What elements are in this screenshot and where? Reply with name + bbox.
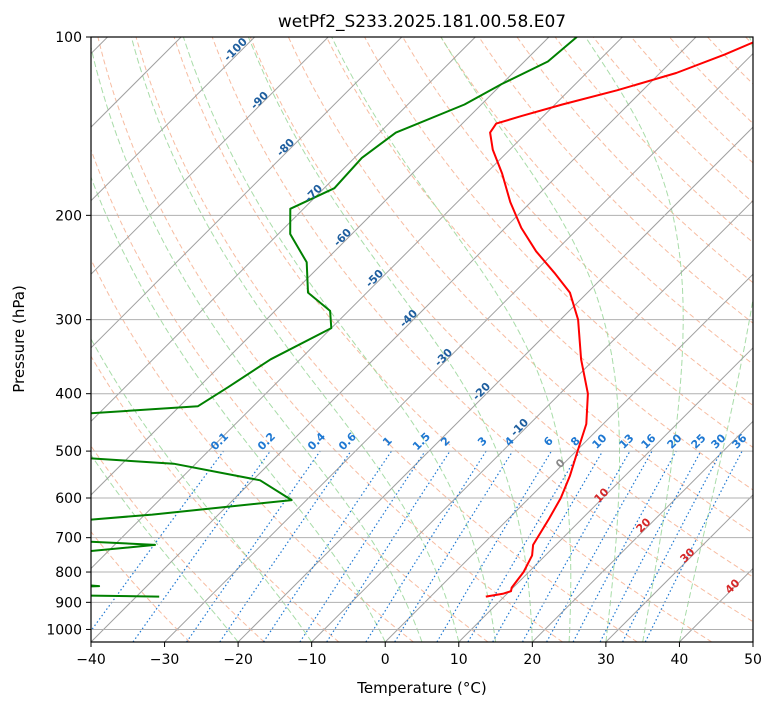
- plot-background: [91, 37, 753, 642]
- mixing-ratio-line: [326, 450, 451, 642]
- isotherm-line: [237, 126, 753, 642]
- isotherm-line: [91, 37, 697, 642]
- moist-adiabat: [91, 454, 239, 642]
- moist-adiabat: [91, 45, 423, 642]
- x-axis-title: Temperature (°C): [356, 679, 486, 697]
- dry-adiabat: [402, 37, 753, 407]
- mixing-ratio-line: [365, 450, 487, 642]
- mixing-ratio-line: [492, 450, 604, 642]
- pressure-grid: [91, 37, 753, 630]
- x-tick-label: 50: [744, 652, 762, 668]
- isotherm-line: [91, 37, 550, 496]
- isotherm-line: [164, 52, 753, 642]
- dry-adiabat: [173, 37, 713, 642]
- mixing-ratio-line: [436, 450, 553, 642]
- x-tick-label: 30: [597, 652, 615, 668]
- y-axis-title: Pressure (hPa): [10, 285, 28, 393]
- y-tick-label: 100: [55, 30, 82, 46]
- dry-adiabat: [91, 355, 340, 642]
- moist-adiabat: [678, 37, 753, 642]
- x-tick-label: 20: [523, 652, 541, 668]
- dry-adiabat: [592, 37, 753, 204]
- y-tick-label: 1000: [46, 622, 82, 638]
- isotherm-line: [311, 199, 753, 642]
- y-tick-label: 400: [55, 387, 82, 403]
- mixing-ratio-line: [186, 450, 321, 642]
- x-tick-label: 10: [450, 652, 468, 668]
- mixing-ratio-line: [521, 450, 631, 642]
- isotherm-line: [91, 37, 329, 275]
- plot-frame: [90, 36, 754, 643]
- x-tick-label: 40: [671, 652, 689, 668]
- dry-adiabat: [326, 37, 753, 491]
- isotherm-line: [458, 347, 753, 642]
- moist-adiabat: [130, 37, 460, 642]
- sounding-series: [91, 37, 753, 598]
- y-tick-label: 800: [55, 565, 82, 581]
- moist-adiabat: [182, 37, 497, 642]
- isotherm-line: [752, 641, 753, 642]
- isotherm-line: [91, 37, 476, 423]
- dry-adiabat: [135, 37, 638, 642]
- y-tick-label: 900: [55, 595, 82, 611]
- isotherm-line: [384, 273, 753, 642]
- y-tick-label: 700: [55, 531, 82, 547]
- moist-adiabat: [440, 37, 620, 642]
- dry-adiabat: [249, 37, 753, 578]
- x-tick-label: −30: [150, 652, 180, 668]
- mixing-ratio-line: [572, 450, 677, 642]
- y-tick-label: 300: [55, 313, 82, 329]
- background-lines: [91, 37, 753, 642]
- moist-adiabat: [247, 37, 533, 642]
- isotherm-line: [91, 37, 623, 570]
- dry-adiabat: [211, 37, 753, 623]
- moist-adiabat: [585, 37, 684, 642]
- isotherm-line: [91, 37, 256, 202]
- y-tick-label: 500: [55, 444, 82, 460]
- x-tick-label: −10: [297, 652, 327, 668]
- mixing-ratio-line: [394, 450, 514, 642]
- x-tick-label: −40: [76, 652, 106, 668]
- x-axis: −40 −30 −20 −10 0 10 20 30 40 50: [76, 642, 762, 668]
- isotherm-line: [605, 494, 753, 642]
- mixing-ratio-line: [546, 450, 653, 642]
- dry-adiabat: [478, 37, 753, 324]
- temperature-profile-line: [485, 41, 753, 598]
- dry-adiabat: [91, 258, 414, 642]
- x-tick-label: 0: [381, 652, 390, 668]
- mixing-ratio-line: [132, 450, 271, 642]
- dry-adiabat: [91, 148, 489, 642]
- y-tick-label: 200: [55, 208, 82, 224]
- dry-adiabat: [440, 37, 753, 365]
- chart-title: wetPf2_S233.2025.181.00.58.E07: [278, 12, 566, 32]
- dry-adiabat: [516, 37, 753, 284]
- y-axis: 100 200 300 400 500 600 700 800 900 1000: [46, 30, 91, 638]
- isotherm-line: [91, 37, 403, 349]
- y-tick-label: 600: [55, 491, 82, 507]
- isotherm-line: [531, 420, 753, 642]
- dry-adiabat: [97, 37, 563, 642]
- mixing-ratio-line: [219, 450, 352, 642]
- dry-adiabat: [287, 37, 753, 534]
- dewpoint-profile-line: [91, 37, 578, 598]
- mixing-ratio-line: [467, 450, 581, 642]
- x-tick-label: −20: [223, 652, 253, 668]
